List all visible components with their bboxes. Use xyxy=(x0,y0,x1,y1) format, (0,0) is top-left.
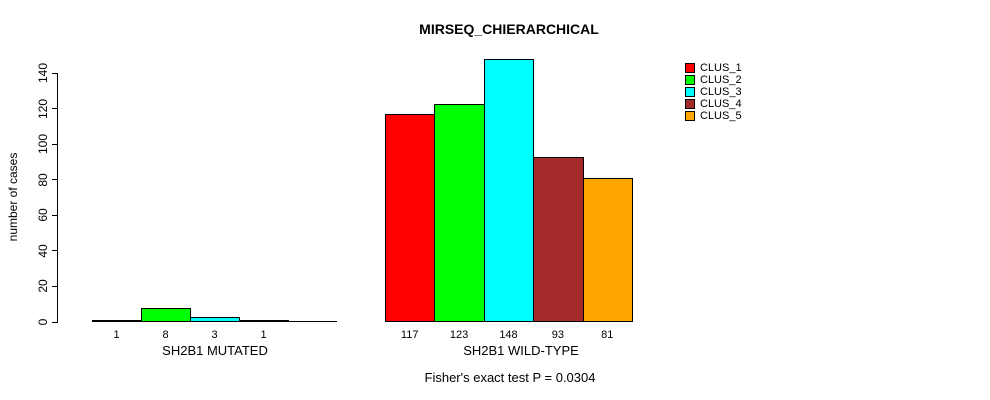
bar-clus_2 xyxy=(141,308,191,322)
bar-value-label: 3 xyxy=(211,329,218,341)
chart-title: MIRSEQ_CHIERARCHICAL xyxy=(419,21,599,37)
bar-value-label: 117 xyxy=(400,329,419,341)
legend-swatch-icon xyxy=(685,87,695,97)
bar-value-label: 8 xyxy=(162,329,169,341)
bar-clus_1 xyxy=(92,320,142,322)
legend-item: CLUS_5 xyxy=(685,110,742,122)
y-tick xyxy=(52,250,58,252)
legend-item-label: CLUS_1 xyxy=(700,62,742,74)
bar-value-label: 1 xyxy=(260,329,267,341)
bar-clus_3 xyxy=(190,317,240,322)
y-tick xyxy=(52,214,58,216)
legend-item: CLUS_3 xyxy=(685,86,742,98)
y-tick xyxy=(52,108,58,110)
y-tick xyxy=(52,285,58,287)
y-tick xyxy=(52,143,58,145)
legend-item-label: CLUS_5 xyxy=(700,110,742,122)
y-tick xyxy=(52,72,58,74)
bar-clus_4 xyxy=(533,157,584,322)
group-label-wildtype: SH2B1 WILD-TYPE xyxy=(463,343,579,358)
y-axis-title: number of cases xyxy=(6,152,20,242)
legend-item-label: CLUS_2 xyxy=(700,74,742,86)
y-tick-label: 0 xyxy=(36,318,50,326)
y-tick-label: 60 xyxy=(36,208,50,223)
bar-clus_3 xyxy=(483,59,535,322)
legend: CLUS_1 CLUS_2 CLUS_3 CLUS_4 CLUS_5 xyxy=(685,63,742,123)
legend-swatch-icon xyxy=(685,111,695,121)
y-tick xyxy=(52,321,58,323)
y-tick-label: 120 xyxy=(36,98,50,119)
bar-clus_4 xyxy=(239,320,289,322)
legend-swatch-icon xyxy=(685,99,695,109)
y-tick-label: 80 xyxy=(36,173,50,187)
bar-value-label: 123 xyxy=(449,329,469,341)
y-axis-line xyxy=(57,73,58,322)
legend-item-label: CLUS_3 xyxy=(700,86,742,98)
bar-value-label: 93 xyxy=(551,329,564,341)
y-tick-label: 20 xyxy=(36,279,50,294)
legend-item: CLUS_4 xyxy=(685,98,742,110)
y-tick xyxy=(52,179,58,181)
legend-item: CLUS_2 xyxy=(685,74,742,86)
bar-clus_5 xyxy=(582,178,633,322)
legend-swatch-icon xyxy=(685,75,695,85)
bar-clus_1 xyxy=(385,114,436,322)
fisher-test-annotation: Fisher's exact test P = 0.0304 xyxy=(424,370,596,385)
legend-swatch-icon xyxy=(685,63,695,73)
y-tick-label: 40 xyxy=(36,244,50,258)
bar-clus_2 xyxy=(434,104,485,322)
bar-value-label: 81 xyxy=(601,329,614,341)
y-tick-label: 140 xyxy=(36,63,50,84)
bar-value-label: 1 xyxy=(113,329,120,341)
legend-item-label: CLUS_4 xyxy=(700,98,742,110)
group-label-mutated: SH2B1 MUTATED xyxy=(162,343,268,358)
legend-item: CLUS_1 xyxy=(685,62,742,74)
y-tick-label: 100 xyxy=(36,134,50,155)
bar-value-label: 148 xyxy=(499,329,518,341)
